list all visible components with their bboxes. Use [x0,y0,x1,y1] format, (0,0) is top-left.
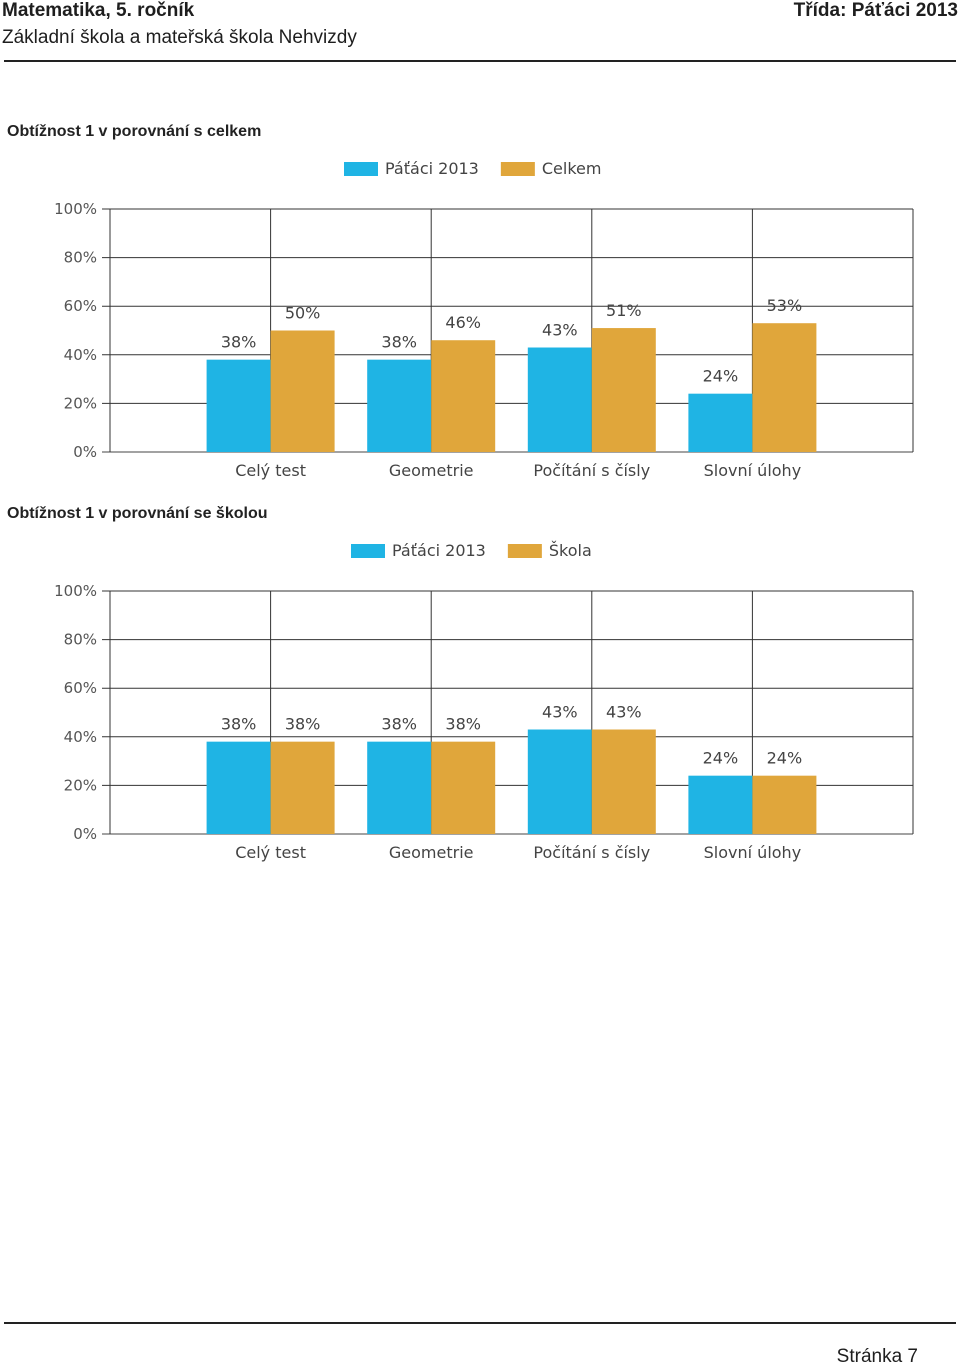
chart-1: Páťáci 2013 Celkem 0% 20% 40% 60% 80% 100% 38% 50… [0,150,960,510]
x-tick-label: Geometrie [389,843,474,862]
legend-swatch-1 [344,162,378,176]
header-school-name: Základní škola a mateřská škola Nehvizdy [2,27,357,48]
x-tick-label: Geometrie [389,461,474,480]
y-tick-label: 80% [64,249,97,267]
y-tick-label: 80% [64,631,97,649]
bar-2-4 [752,323,817,452]
legend-label-1: Páťáci 2013 [392,541,486,560]
chart-2: Páťáci 2013 Škola 0% 20% 40% 60% 80% 100% 38% 38%… [0,532,960,892]
y-tick-label: 40% [64,728,97,746]
chart-2-title: Obtížnost 1 v porovnání se školou [7,505,268,522]
data-label: 24% [703,749,739,768]
data-label: 46% [445,313,481,332]
bar-1-2 [367,741,432,834]
data-label: 24% [703,367,739,386]
data-label: 38% [381,333,417,352]
bar-2-2 [431,340,496,452]
data-label: 38% [221,333,257,352]
bar-2-1 [270,741,335,834]
header-class-label: Třída: Páťáci 2013 [793,0,958,21]
data-label: 43% [542,703,578,722]
data-label: 38% [285,715,321,734]
footer-divider [4,1322,956,1324]
legend-swatch-2 [500,162,535,176]
header-title: Matematika, 5. ročník [2,0,195,21]
data-label: 24% [767,749,803,768]
data-label: 50% [285,304,321,323]
y-tick-label: 20% [64,776,97,794]
x-tick-label: Celý test [235,461,306,480]
data-label: 43% [542,321,578,340]
data-label: 53% [767,296,803,315]
x-tick-label: Počítání s čísly [533,461,650,480]
chart-1-title: Obtížnost 1 v porovnání s celkem [7,123,262,140]
bar-1-2 [367,359,432,452]
y-tick-label: 60% [64,297,97,315]
x-tick-label: Slovní úlohy [704,461,802,480]
footer-page-number: Stránka 7 [836,1346,918,1367]
y-tick-label: 100% [54,582,97,600]
bar-1-3 [527,729,592,834]
bar-2-2 [431,741,496,834]
bar-1-4 [688,775,753,834]
bar-1-1 [206,359,271,452]
y-tick-label: 20% [64,394,97,412]
y-tick-label: 60% [64,679,97,697]
chart-1-svg: Páťáci 2013 Celkem 0% 20% 40% 60% 80% 100% 38% 50… [54,159,914,480]
data-label: 38% [445,715,481,734]
y-tick-label: 0% [73,443,97,461]
legend-swatch-1 [351,544,385,558]
x-tick-label: Celý test [235,843,306,862]
bar-2-1 [270,330,335,452]
x-tick-label: Slovní úlohy [704,843,802,862]
y-tick-label: 40% [64,346,97,364]
data-label: 51% [606,301,642,320]
data-label: 38% [381,715,417,734]
data-label: 43% [606,703,642,722]
bar-2-4 [752,775,817,834]
bar-1-4 [688,393,753,452]
bar-1-3 [527,347,592,452]
y-tick-label: 0% [73,825,97,843]
chart-2-svg: Páťáci 2013 Škola 0% 20% 40% 60% 80% 100% 38% 38%… [54,541,914,862]
legend-label-2: Škola [549,541,592,560]
bar-1-1 [206,741,271,834]
legend-label-2: Celkem [542,159,602,178]
legend-swatch-2 [507,544,542,558]
legend-label-1: Páťáci 2013 [385,159,479,178]
bar-2-3 [591,328,656,452]
bar-2-3 [591,729,656,834]
data-label: 38% [221,715,257,734]
y-tick-label: 100% [54,200,97,218]
header-divider [4,60,956,62]
x-tick-label: Počítání s čísly [533,843,650,862]
